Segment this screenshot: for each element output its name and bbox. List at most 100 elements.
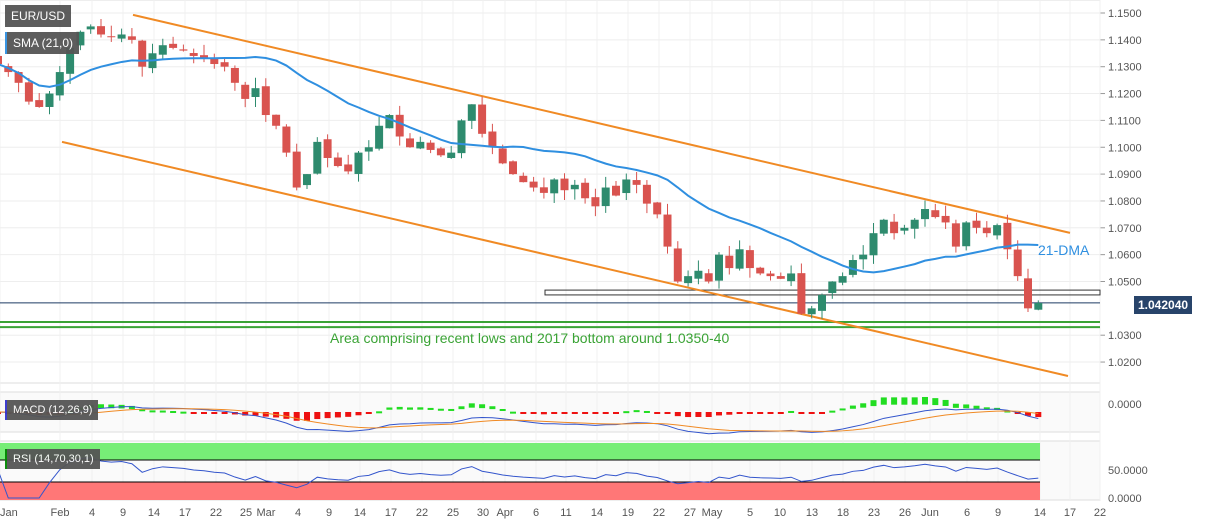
macd-histogram-bar	[252, 412, 259, 416]
candle-body	[869, 233, 878, 256]
candle-body	[76, 31, 85, 46]
rsi-tick-label: 50.0000	[1108, 465, 1148, 477]
candle-body	[251, 88, 260, 97]
macd-label[interactable]: MACD (12,26,9)	[5, 400, 99, 420]
sma-label[interactable]: SMA (21,0)	[5, 32, 80, 54]
macd-histogram-bar	[242, 412, 249, 416]
candle-body	[230, 67, 239, 83]
candle-body	[529, 181, 538, 188]
x-tick-label: Jan	[0, 507, 18, 519]
macd-histogram-bar	[685, 412, 692, 418]
candle-body	[591, 197, 600, 207]
candle-body	[272, 114, 281, 126]
macd-histogram-bar	[819, 412, 825, 414]
x-tick-label: 22	[1094, 507, 1106, 519]
macd-histogram-bar	[716, 412, 722, 416]
macd-histogram-bar	[623, 411, 630, 414]
candle-body	[416, 141, 425, 149]
y-tick-label: 1.1400	[1108, 35, 1142, 47]
macd-histogram-bar	[108, 404, 115, 409]
macd-histogram-bar	[458, 406, 465, 410]
candle-body	[828, 281, 837, 294]
macd-histogram-bar	[149, 410, 156, 413]
candle-body	[776, 276, 785, 279]
candle-body	[931, 210, 940, 218]
macd-histogram-bar	[530, 412, 537, 414]
candle-body	[632, 180, 641, 185]
x-tick-label: 6	[964, 507, 970, 519]
x-tick-label: 4	[89, 507, 95, 519]
macd-histogram-bar	[767, 412, 774, 414]
macd-histogram-bar	[98, 404, 104, 409]
candle-body	[375, 125, 384, 149]
candle-body	[993, 225, 1002, 236]
y-tick-label: 1.0600	[1108, 250, 1142, 262]
macd-histogram-bar	[211, 412, 218, 414]
lower-channel-line	[61, 140, 1069, 377]
candle-body	[921, 209, 929, 220]
macd-histogram-bar	[983, 407, 990, 410]
y-tick-label: 1.1300	[1108, 62, 1142, 74]
macd-histogram-bar	[695, 412, 702, 417]
macd-histogram-bar	[746, 412, 753, 414]
candle-body	[550, 179, 559, 194]
y-tick-label: 1.1500	[1108, 8, 1142, 20]
macd-histogram-bar	[643, 410, 650, 413]
macd-histogram-bar	[345, 412, 352, 417]
x-tick-label: May	[702, 507, 723, 519]
candle-body	[1034, 302, 1043, 310]
macd-histogram-bar	[561, 412, 568, 414]
candle-body	[910, 219, 919, 229]
upper-channel-line	[132, 13, 1071, 234]
candle-body	[189, 53, 198, 56]
candle-body	[323, 139, 332, 158]
macd-histogram-bar	[551, 412, 558, 414]
macd-histogram-bar	[139, 409, 146, 412]
macd-histogram-bar	[582, 412, 589, 414]
candle-body	[539, 187, 548, 193]
x-tick-label: Mar	[257, 507, 276, 519]
candle-body	[890, 221, 899, 234]
candle-body	[179, 49, 188, 51]
candle-body	[436, 148, 445, 156]
x-tick-label: 22	[653, 507, 665, 519]
macd-histogram-bar	[777, 412, 784, 414]
candle-body	[261, 86, 270, 116]
y-tick-label: 1.0900	[1108, 169, 1142, 181]
candle-body	[684, 276, 693, 284]
macd-histogram-bar	[922, 396, 928, 405]
macd-histogram-bar	[726, 412, 733, 415]
x-tick-label: 4	[295, 507, 301, 519]
rsi-label[interactable]: RSI (14,70,30,1)	[5, 449, 100, 469]
macd-histogram-bar	[736, 412, 743, 414]
candle-body	[725, 255, 734, 269]
candle-body	[612, 185, 620, 196]
candle-body	[1003, 222, 1012, 250]
macd-histogram-bar	[540, 412, 547, 415]
x-tick-label: 22	[210, 507, 222, 519]
candle-body	[406, 138, 414, 148]
candle-body	[24, 82, 33, 102]
macd-histogram-bar	[448, 408, 455, 411]
x-tick-label: 17	[1064, 507, 1076, 519]
y-tick-label: 1.1000	[1108, 142, 1142, 154]
candle-body	[313, 141, 322, 174]
candle-body	[241, 84, 250, 99]
x-tick-label: 9	[326, 507, 332, 519]
x-tick-label: 14	[1034, 507, 1046, 519]
candle-body	[488, 131, 497, 148]
candle-body	[797, 273, 806, 314]
macd-histogram-bar	[365, 412, 372, 414]
macd-histogram-bar	[262, 412, 269, 417]
macd-histogram-bar	[633, 410, 640, 413]
candle-body	[200, 55, 208, 59]
macd-histogram-bar	[159, 410, 166, 413]
candle-body	[694, 270, 703, 279]
macd-histogram-bar	[1004, 410, 1011, 413]
macd-histogram-bar	[613, 412, 619, 414]
macd-histogram-bar	[324, 412, 331, 419]
candle-body	[642, 184, 651, 204]
macd-histogram-bar	[932, 398, 939, 406]
candle-body	[478, 104, 487, 134]
